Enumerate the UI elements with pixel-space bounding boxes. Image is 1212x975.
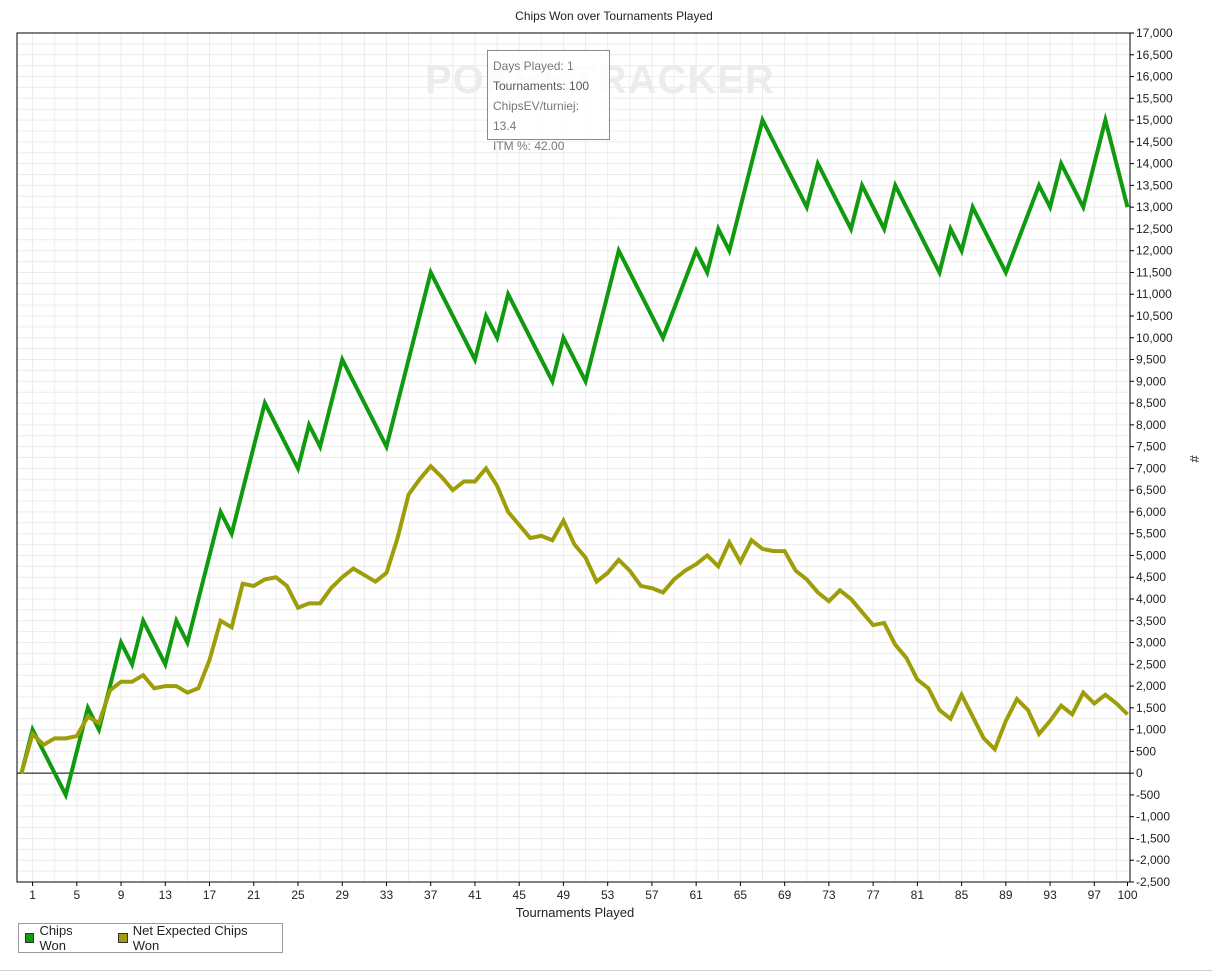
grid-lines [17, 32, 1130, 883]
y-tick-label: 500 [1136, 744, 1156, 758]
x-tick-label: 37 [424, 888, 438, 902]
chart-title: Chips Won over Tournaments Played [515, 9, 713, 23]
x-tick-label: 5 [73, 888, 80, 902]
x-tick-label: 41 [468, 888, 482, 902]
y-tick-label: 11,500 [1136, 265, 1172, 279]
x-tick-label: 21 [247, 888, 261, 902]
series-line-chips-won [19, 111, 1130, 801]
y-tick-label: 14,000 [1136, 157, 1173, 171]
x-tick-label: 69 [778, 888, 792, 902]
y-tick-label: 12,500 [1136, 222, 1173, 236]
x-tick-label: 25 [291, 888, 305, 902]
y-tick-label: 9,000 [1136, 374, 1166, 388]
x-tick-label: 57 [645, 888, 659, 902]
y-tick-label: 1,000 [1136, 723, 1166, 737]
y-tick-label: 8,000 [1136, 418, 1166, 432]
x-tick-label: 73 [822, 888, 836, 902]
x-tick-label: 100 [1117, 888, 1137, 902]
tooltip-itm: ITM %: 42.00 [493, 139, 565, 153]
y-tick-label: -1,000 [1136, 810, 1170, 824]
x-tick-label: 9 [118, 888, 125, 902]
y-tick-label: -1,500 [1136, 831, 1170, 845]
y-tick-label: 8,500 [1136, 396, 1166, 410]
y-tick-label: 15,000 [1136, 113, 1173, 127]
y-tick-label: -2,500 [1136, 875, 1170, 889]
tooltip-chips-ev: ChipsEV/turniej: 13.4 [493, 99, 580, 133]
y-tick-label: 6,000 [1136, 505, 1166, 519]
x-tick-label: 53 [601, 888, 615, 902]
legend-item-net-expected[interactable]: Net Expected Chips Won [118, 923, 268, 953]
y-tick-label: -500 [1136, 788, 1160, 802]
x-tick-label: 61 [689, 888, 703, 902]
plot-area-frame [16, 32, 1131, 883]
x-axis-label: Tournaments Played [516, 905, 635, 920]
y-tick-label: 11,000 [1136, 287, 1172, 301]
x-tick-label: 65 [734, 888, 748, 902]
y-tick-label: 2,000 [1136, 679, 1166, 693]
x-tick-label: 89 [999, 888, 1013, 902]
y-tick-label: 0 [1136, 766, 1143, 780]
legend-label-chips-won: Chips Won [39, 923, 73, 953]
x-tick-label: 49 [557, 888, 571, 902]
legend: Chips Won Net Expected Chips Won [18, 923, 283, 953]
x-tick-label: 17 [203, 888, 217, 902]
legend-item-chips-won[interactable]: Chips Won [25, 923, 98, 953]
y-tick-label: 9,500 [1136, 353, 1166, 367]
y-tick-label: 10,500 [1136, 309, 1173, 323]
y-tick-label: 5,000 [1136, 548, 1166, 562]
y-tick-label: -2,000 [1136, 853, 1170, 867]
legend-swatch-net-expected [118, 933, 128, 943]
y-tick-label: 1,500 [1136, 701, 1166, 715]
x-axis: 1 5 9 13 17 21 25 29 33 37 41 45 49 53 57 61 65 69 73 77 81 8… [29, 882, 1138, 902]
legend-swatch-chips-won [25, 933, 35, 943]
y-tick-label: 7,000 [1136, 461, 1166, 475]
x-tick-label: 13 [159, 888, 173, 902]
y-axis-label: # [1187, 455, 1202, 463]
x-tick-label: 45 [513, 888, 527, 902]
y-tick-label: 7,500 [1136, 440, 1166, 454]
y-tick-label: 13,000 [1136, 200, 1173, 214]
tooltip-days-played: Days Played: 1 [493, 59, 574, 73]
window-bottom-border [0, 970, 1212, 971]
y-tick-label: 4,000 [1136, 592, 1166, 606]
legend-label-net-expected: Net Expected Chips Won [132, 923, 248, 953]
y-tick-label: 15,500 [1136, 91, 1173, 105]
y-tick-label: 3,500 [1136, 614, 1166, 628]
x-tick-label: 97 [1088, 888, 1102, 902]
y-tick-label: 16,500 [1136, 48, 1173, 62]
y-tick-label: 17,000 [1136, 26, 1173, 40]
y-tick-label: 3,000 [1136, 636, 1166, 650]
tooltip: Days Played: 1 Tournaments: 100 ChipsEV/… [487, 50, 610, 153]
x-tick-label: 93 [1043, 888, 1057, 902]
x-tick-label: 81 [911, 888, 925, 902]
y-tick-label: 10,000 [1136, 331, 1173, 345]
x-tick-label: 1 [29, 888, 36, 902]
y-tick-label: 2,500 [1136, 657, 1166, 671]
x-tick-label: 85 [955, 888, 969, 902]
x-tick-label: 33 [380, 888, 394, 902]
y-tick-label: 12,000 [1136, 244, 1173, 258]
x-tick-label: 29 [336, 888, 350, 902]
y-tick-label: 13,500 [1136, 178, 1173, 192]
y-axis: -2,500 -2,000 -1,500 -1,000 -500 0 500 1,000 1,5… [1130, 26, 1173, 889]
tooltip-tournaments: Tournaments: 100 [493, 79, 590, 93]
y-tick-label: 4,500 [1136, 570, 1166, 584]
y-tick-label: 16,000 [1136, 70, 1173, 84]
y-tick-label: 5,500 [1136, 527, 1166, 541]
y-tick-label: 14,500 [1136, 135, 1173, 149]
series-layer [19, 111, 1130, 801]
x-tick-label: 77 [866, 888, 880, 902]
series-line-net-expected [19, 463, 1129, 774]
y-tick-label: 6,500 [1136, 483, 1166, 497]
